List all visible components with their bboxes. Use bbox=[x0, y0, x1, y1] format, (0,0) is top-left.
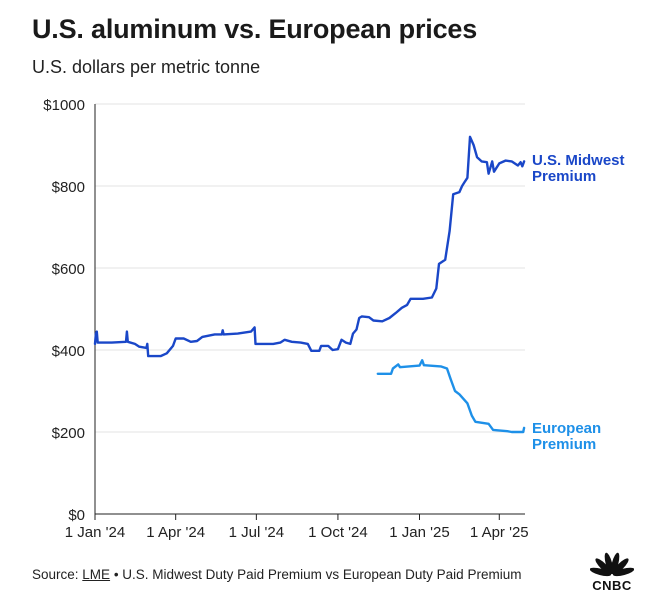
y-tick-label: $1000 bbox=[43, 97, 85, 114]
logo-text: CNBC bbox=[592, 578, 632, 593]
source-link[interactable]: LME bbox=[82, 567, 111, 582]
series-line bbox=[376, 359, 526, 434]
chart-subtitle: U.S. dollars per metric tonne bbox=[32, 57, 261, 77]
source-description: • U.S. Midwest Duty Paid Premium vs Euro… bbox=[113, 567, 522, 582]
peacock-icon bbox=[589, 552, 635, 577]
source-label: Source: bbox=[32, 567, 79, 582]
source-footer: Source: LME • U.S. Midwest Duty Paid Pre… bbox=[32, 567, 521, 582]
y-tick-label: $0 bbox=[68, 507, 85, 524]
x-tick-label: 1 Apr '25 bbox=[470, 524, 529, 541]
x-tick-label: 1 Apr '24 bbox=[146, 524, 205, 541]
series-label: U.S. Midwest bbox=[532, 152, 625, 169]
axis-layer: $0 $200 $400 $600 $800 $1000 1 Jan '24 1 Apr '2… bbox=[43, 97, 528, 541]
y-tick-label: $600 bbox=[52, 261, 85, 278]
line-chart: $0 $200 $400 $600 $800 $1000 1 Jan '24 1 Apr '2… bbox=[43, 97, 625, 541]
y-tick-label: $800 bbox=[52, 179, 85, 196]
series-label: Premium bbox=[532, 436, 596, 453]
x-tick-label: 1 Oct '24 bbox=[308, 524, 368, 541]
grid-layer bbox=[95, 103, 525, 433]
y-tick-label: $200 bbox=[52, 425, 85, 442]
x-tick-label: 1 Jul '24 bbox=[229, 524, 284, 541]
series-label: European bbox=[532, 420, 601, 437]
x-tick-label: 1 Jan '24 bbox=[65, 524, 125, 541]
y-tick-label: $400 bbox=[52, 343, 85, 360]
cnbc-logo: CNBC bbox=[589, 548, 635, 598]
series-line bbox=[93, 135, 526, 358]
series-label: Premium bbox=[532, 168, 596, 185]
x-tick-label: 1 Jan '25 bbox=[389, 524, 449, 541]
chart-title: U.S. aluminum vs. European prices bbox=[32, 14, 478, 44]
series-layer bbox=[93, 135, 526, 434]
